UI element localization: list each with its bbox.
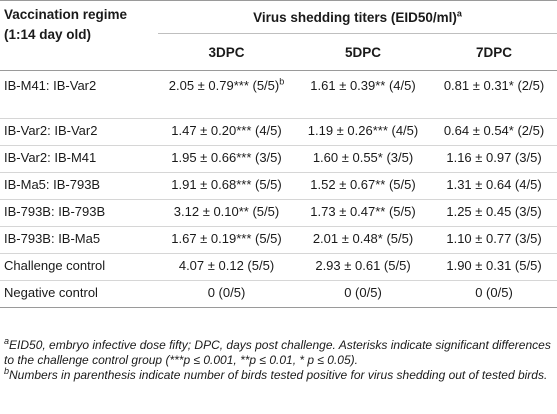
table-container: Vaccination regime (1:14 day old) Virus … — [0, 0, 557, 308]
row-label: IB-Var2: IB-Var2 — [0, 118, 158, 146]
header-row-2: 3DPC 5DPC 7DPC — [0, 34, 557, 71]
table-row: Challenge control 4.07 ± 0.12 (5/5) 2.93… — [0, 253, 557, 281]
table-row: IB-Var2: IB-M41 1.95 ± 0.66*** (3/5) 1.6… — [0, 145, 557, 173]
cell-7dpc: 1.10 ± 0.77 (3/5) — [431, 226, 557, 254]
cell-5dpc: 0 (0/5) — [295, 280, 431, 308]
cell-7dpc: 1.16 ± 0.97 (3/5) — [431, 145, 557, 173]
virus-shedding-table: Vaccination regime (1:14 day old) Virus … — [0, 0, 557, 308]
header-row-1: Vaccination regime (1:14 day old) Virus … — [0, 0, 557, 42]
table-row: IB-M41: IB-Var2 2.05 ± 0.79*** (5/5)b 1.… — [0, 70, 557, 119]
row-label: IB-M41: IB-Var2 — [0, 70, 158, 119]
cell-5dpc: 1.19 ± 0.26*** (4/5) — [295, 118, 431, 146]
cell-3dpc: 4.07 ± 0.12 (5/5) — [158, 253, 295, 281]
row-label: Negative control — [0, 280, 158, 308]
cell-7dpc: 0.81 ± 0.31* (2/5) — [431, 70, 557, 119]
row-label: IB-Ma5: IB-793B — [0, 172, 158, 200]
cell-7dpc: 1.31 ± 0.64 (4/5) — [431, 172, 557, 200]
cell-7dpc: 0 (0/5) — [431, 280, 557, 308]
cell-7dpc: 0.64 ± 0.54* (2/5) — [431, 118, 557, 146]
cell-5dpc: 1.52 ± 0.67** (5/5) — [295, 172, 431, 200]
cell-3dpc: 1.95 ± 0.66*** (3/5) — [158, 145, 295, 173]
cell-3dpc: 0 (0/5) — [158, 280, 295, 308]
table-footnotes: aEID50, embryo infective dose fifty; DPC… — [4, 336, 554, 383]
cell-5dpc: 1.60 ± 0.55* (3/5) — [295, 145, 431, 173]
cell-7dpc: 1.25 ± 0.45 (3/5) — [431, 199, 557, 227]
table-row: IB-Ma5: IB-793B 1.91 ± 0.68*** (5/5) 1.5… — [0, 172, 557, 200]
stub-header: Vaccination regime (1:14 day old) — [4, 7, 128, 42]
row-label: Challenge control — [0, 253, 158, 281]
cell-3dpc: 1.91 ± 0.68*** (5/5) — [158, 172, 295, 200]
column-header-7dpc: 7DPC — [476, 44, 513, 60]
table-row: Negative control 0 (0/5) 0 (0/5) 0 (0/5) — [0, 280, 557, 308]
cell-5dpc: 2.93 ± 0.61 (5/5) — [295, 253, 431, 281]
footnote-a: aEID50, embryo infective dose fifty; DPC… — [4, 336, 551, 368]
cell-5dpc: 1.61 ± 0.39** (4/5) — [295, 70, 431, 119]
row-label: IB-Var2: IB-M41 — [0, 145, 158, 173]
table-row: IB-793B: IB-Ma5 1.67 ± 0.19*** (5/5) 2.0… — [0, 226, 557, 254]
cell-7dpc: 1.90 ± 0.31 (5/5) — [431, 253, 557, 281]
footnote-b: bNumbers in parenthesis indicate number … — [4, 366, 548, 383]
cell-5dpc: 2.01 ± 0.48* (5/5) — [295, 226, 431, 254]
row-label: IB-793B: IB-Ma5 — [0, 226, 158, 254]
table-row: IB-793B: IB-793B 3.12 ± 0.10** (5/5) 1.7… — [0, 199, 557, 227]
cell-5dpc: 1.73 ± 0.47** (5/5) — [295, 199, 431, 227]
group-header: Virus shedding titers (EID50/ml)a — [158, 0, 557, 34]
column-header-5dpc: 5DPC — [344, 44, 381, 60]
cell-3dpc: 1.47 ± 0.20*** (4/5) — [158, 118, 295, 146]
row-label: IB-793B: IB-793B — [0, 199, 158, 227]
cell-3dpc: 2.05 ± 0.79*** (5/5)b — [158, 70, 295, 119]
cell-3dpc: 1.67 ± 0.19*** (5/5) — [158, 226, 295, 254]
cell-3dpc: 3.12 ± 0.10** (5/5) — [158, 199, 295, 227]
table-row: IB-Var2: IB-Var2 1.47 ± 0.20*** (4/5) 1.… — [0, 118, 557, 146]
column-header-3dpc: 3DPC — [208, 44, 245, 60]
